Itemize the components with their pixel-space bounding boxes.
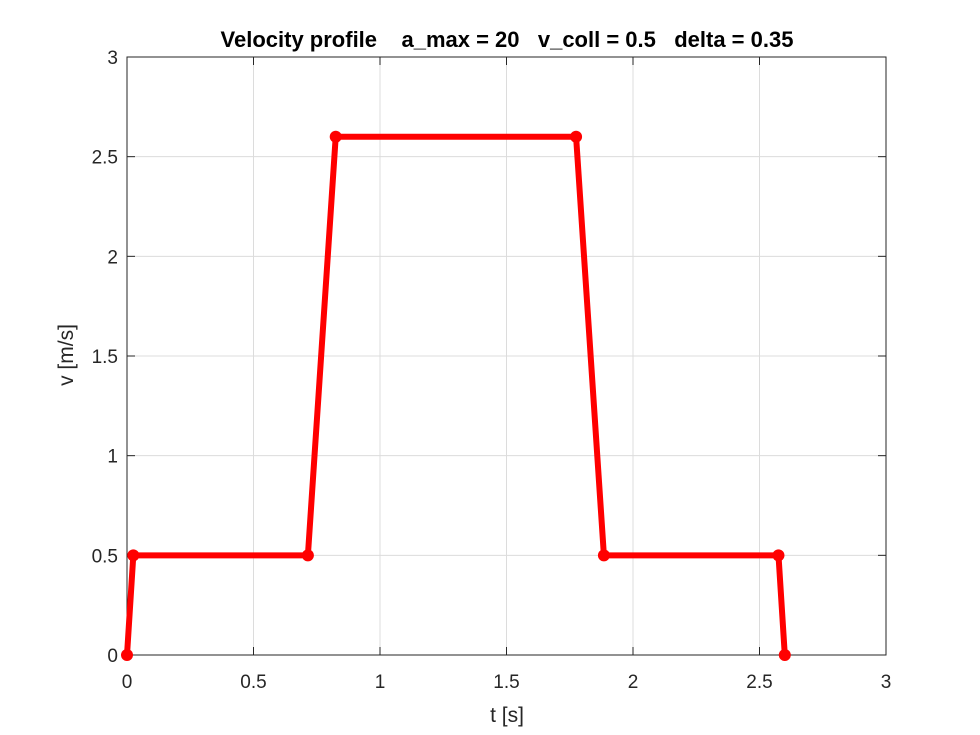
velocity-point bbox=[570, 130, 583, 143]
velocity-point bbox=[127, 549, 140, 562]
y-axis-label: v [m/s] bbox=[55, 324, 78, 386]
y-tick-label: 1 bbox=[107, 447, 118, 468]
x-tick-label: 2 bbox=[628, 672, 639, 693]
x-axis-label: t [s] bbox=[490, 704, 524, 727]
velocity-point bbox=[772, 549, 785, 562]
x-tick-label: 0 bbox=[122, 672, 133, 693]
x-tick-label: 0.5 bbox=[240, 672, 266, 693]
velocity-point bbox=[121, 649, 133, 661]
x-tick-label: 1 bbox=[375, 672, 386, 693]
y-tick-label: 0.5 bbox=[92, 546, 118, 567]
velocity-point bbox=[597, 549, 610, 562]
y-tick-label: 0 bbox=[107, 646, 118, 667]
velocity-point bbox=[778, 649, 791, 661]
chart-title: Velocity profile a_max = 20 v_coll = 0.5… bbox=[221, 27, 794, 52]
y-tick-label: 1.5 bbox=[92, 347, 118, 368]
x-tick-label: 1.5 bbox=[493, 672, 519, 693]
y-tick-label: 3 bbox=[107, 48, 118, 69]
y-tick-label: 2 bbox=[107, 247, 118, 268]
velocity-point bbox=[329, 130, 342, 143]
velocity-line bbox=[124, 133, 788, 658]
axis-ticks: 0 0.5 1 1.5 2 2.5 3 0 0.5 1 1.5 2 2.5 3 bbox=[92, 48, 892, 693]
velocity-point bbox=[301, 549, 314, 562]
y-tick-label: 2.5 bbox=[92, 148, 118, 169]
x-tick-label: 3 bbox=[881, 672, 892, 693]
x-tick-label: 2.5 bbox=[746, 672, 772, 693]
series-layer bbox=[121, 130, 791, 661]
